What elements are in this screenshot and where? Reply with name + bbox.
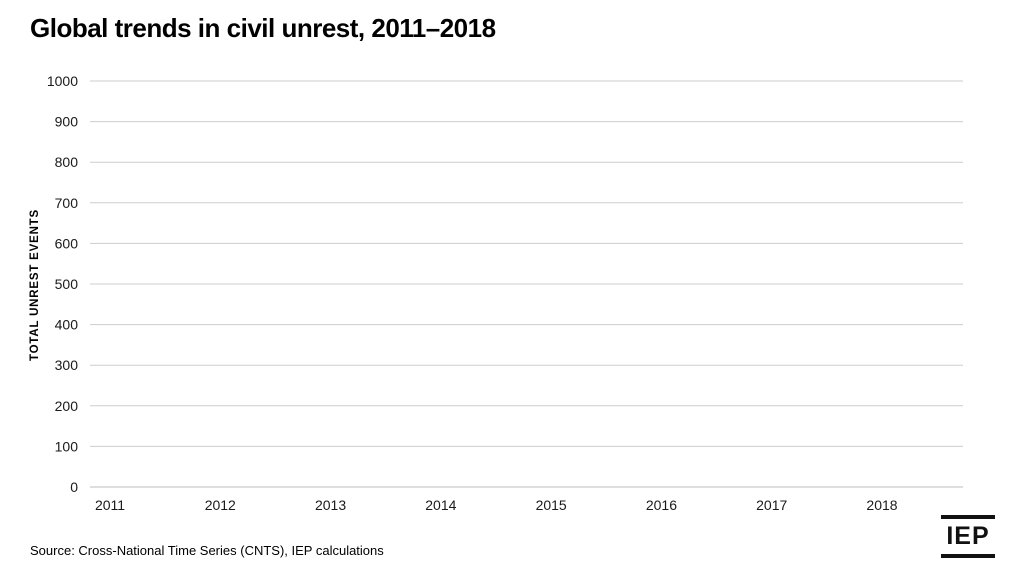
y-tick-label: 800	[55, 154, 79, 170]
logo-top-bar	[941, 515, 995, 519]
x-axis-tick-labels: 2011 2012 2013 2014 2015 2016 2017 2018	[95, 497, 898, 513]
source-note: Source: Cross-National Time Series (CNTS…	[30, 543, 384, 558]
y-axis-title: TOTAL UNREST EVENTS	[29, 209, 41, 361]
y-tick-label: 200	[55, 398, 79, 414]
gridlines	[90, 80, 963, 488]
x-tick-label: 2016	[646, 497, 677, 513]
y-tick-label: 500	[55, 276, 79, 292]
iep-logo: IEP	[941, 515, 995, 558]
y-tick-label: 900	[55, 114, 79, 130]
y-tick-label: 700	[55, 195, 79, 211]
chart-title: Global trends in civil unrest, 2011–2018	[30, 13, 496, 43]
x-tick-label: 2013	[315, 497, 346, 513]
x-tick-label: 2014	[425, 497, 456, 513]
y-tick-label: 600	[55, 235, 79, 251]
x-tick-label: 2012	[205, 497, 236, 513]
y-tick-label: 400	[55, 317, 79, 333]
y-tick-label: 300	[55, 357, 79, 373]
logo-text: IEP	[946, 522, 990, 550]
x-tick-label: 2017	[756, 497, 787, 513]
y-tick-label: 1000	[47, 73, 78, 89]
y-tick-label: 100	[55, 438, 79, 454]
logo-bottom-bar	[941, 554, 995, 558]
x-tick-label: 2011	[95, 497, 125, 513]
x-tick-label: 2015	[536, 497, 567, 513]
y-tick-label: 0	[70, 479, 78, 495]
y-axis-tick-labels: 0 100 200 300 400 500 600 700 800 900 1000	[47, 73, 78, 495]
x-tick-label: 2018	[866, 497, 897, 513]
